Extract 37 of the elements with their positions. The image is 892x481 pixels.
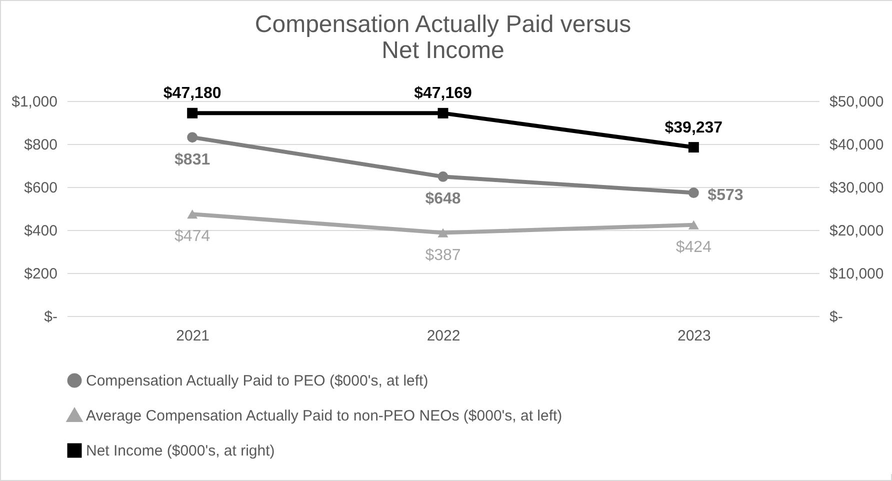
y2-tick-label: $50,000 bbox=[830, 94, 884, 110]
y-tick-label: $600 bbox=[24, 180, 58, 196]
data-label: $47,180 bbox=[163, 85, 222, 102]
point bbox=[688, 188, 699, 198]
x-tick-label: 2021 bbox=[176, 328, 210, 344]
y2-tick-label: $30,000 bbox=[830, 180, 884, 196]
legend-label: Net Income ($000's, at right) bbox=[86, 442, 275, 460]
point bbox=[187, 132, 198, 143]
data-label: $831 bbox=[174, 151, 210, 168]
chart-title: Compensation Actually Paid versus Net Income bbox=[254, 11, 632, 64]
y2-tick-label: $- bbox=[830, 308, 843, 326]
y-tick-label: $200 bbox=[24, 266, 58, 282]
point bbox=[688, 220, 699, 230]
point bbox=[438, 171, 448, 182]
y2-tick-label: $40,000 bbox=[830, 136, 884, 154]
point bbox=[187, 210, 198, 219]
data-label: $39,237 bbox=[664, 119, 723, 136]
y-tick-label: $1,000 bbox=[12, 94, 58, 110]
data-label: $424 bbox=[676, 238, 712, 256]
data-label: $648 bbox=[425, 190, 461, 208]
x-tick-label: 2022 bbox=[426, 328, 460, 344]
data-label: $47,169 bbox=[414, 85, 472, 102]
point bbox=[438, 228, 448, 238]
y2-tick-label: $20,000 bbox=[830, 222, 884, 240]
data-label: $573 bbox=[708, 186, 744, 204]
data-label: $474 bbox=[174, 228, 210, 246]
legend-label: Compensation Actually Paid to PEO ($000's, at left) bbox=[86, 372, 428, 390]
point bbox=[688, 142, 699, 153]
point bbox=[438, 108, 448, 118]
data-label: $387 bbox=[425, 246, 461, 264]
y2-tick-label: $10,000 bbox=[830, 266, 884, 282]
y-tick-label: $- bbox=[44, 308, 58, 326]
y-tick-label: $400 bbox=[24, 222, 58, 240]
legend-label: Average Compensation Actually Paid to non-PEO NEOs ($000's, at left) bbox=[86, 408, 562, 424]
point bbox=[187, 108, 198, 118]
x-tick-label: 2023 bbox=[677, 328, 711, 344]
y-tick-label: $800 bbox=[24, 136, 58, 154]
